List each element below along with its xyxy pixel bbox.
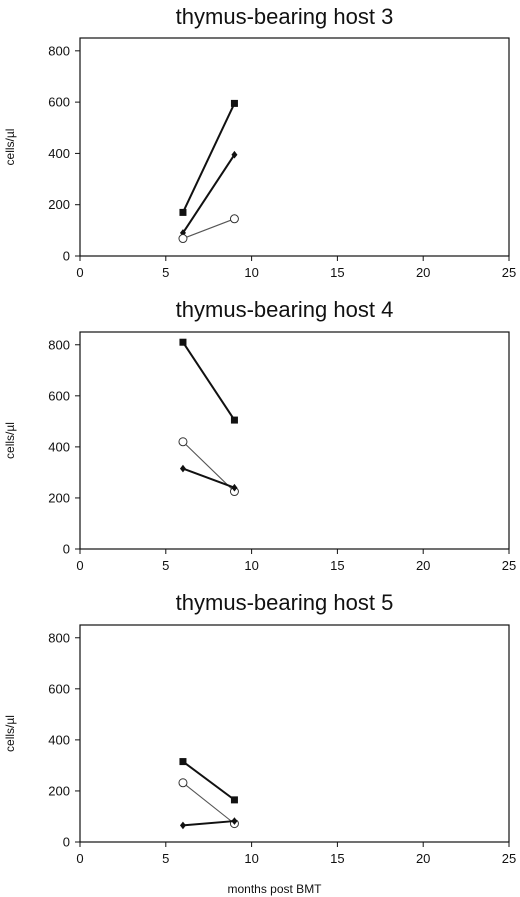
- x-tick-label: 10: [244, 558, 258, 573]
- x-tick-label: 20: [416, 558, 430, 573]
- y-tick-label: 0: [63, 249, 70, 264]
- y-tick-label: 800: [48, 337, 70, 352]
- chart-title: thymus-bearing host 4: [176, 297, 394, 322]
- series-line-square: [182, 760, 236, 801]
- x-tick-label: 0: [76, 558, 83, 573]
- series-line-open-circle: [182, 782, 235, 825]
- y-tick-label: 0: [63, 835, 70, 850]
- plot-frame: [79, 37, 510, 257]
- data-point-diamond: [179, 821, 186, 830]
- y-axis-label: cells/µl: [3, 129, 17, 166]
- data-point-diamond: [179, 464, 186, 473]
- y-tick-label: 400: [48, 146, 70, 161]
- series-line-open-circle: [182, 441, 235, 492]
- x-tick-label: 15: [330, 851, 344, 866]
- data-point-square: [230, 99, 238, 107]
- chart-panel-3: thymus-bearing host 3 0 200 400 600 800 0 5 10 15…: [3, 4, 516, 280]
- y-axis-label: cells/µl: [3, 715, 17, 752]
- data-point-square: [179, 338, 187, 346]
- y-tick-label: 400: [48, 732, 70, 747]
- x-tick-label: 0: [76, 851, 83, 866]
- y-axis-label: cells/µl: [3, 422, 17, 459]
- series-line-open-circle: [182, 218, 235, 240]
- data-point-diamond: [179, 229, 186, 237]
- data-point-open-circle: [229, 214, 239, 224]
- series-line-diamond: [182, 467, 235, 489]
- data-point-open-circle: [178, 437, 188, 447]
- series-line-diamond: [182, 820, 235, 827]
- y-tick-label: 400: [48, 439, 70, 454]
- data-point-diamond: [231, 817, 238, 825]
- x-tick-label: 25: [502, 851, 516, 866]
- y-tick-label: 800: [48, 630, 70, 645]
- x-axis-label: months post BMT: [227, 882, 322, 896]
- x-tick-label: 0: [76, 265, 83, 280]
- y-tick-label: 600: [48, 95, 70, 110]
- y-tick-label: 0: [63, 542, 70, 557]
- x-tick-label: 5: [162, 265, 169, 280]
- chart-title: thymus-bearing host 3: [176, 4, 394, 29]
- chart-title: thymus-bearing host 5: [176, 590, 394, 615]
- data-point-diamond: [231, 483, 238, 492]
- y-tick-label: 600: [48, 388, 70, 403]
- y-tick-label: 800: [48, 43, 70, 58]
- series-line-square: [182, 102, 236, 213]
- x-tick-label: 10: [244, 265, 258, 280]
- x-tick-label: 15: [330, 265, 344, 280]
- chart-panel-5: thymus-bearing host 5 0 200 400 600 800 0 5 10 15…: [3, 590, 516, 896]
- x-tick-label: 20: [416, 851, 430, 866]
- data-point-square: [179, 208, 187, 216]
- x-tick-label: 25: [502, 265, 516, 280]
- y-tick-label: 200: [48, 490, 70, 505]
- y-tick-label: 200: [48, 783, 70, 798]
- x-tick-label: 10: [244, 851, 258, 866]
- series-line-diamond: [182, 154, 236, 234]
- data-point-square: [179, 758, 187, 766]
- y-tick-label: 600: [48, 681, 70, 696]
- x-tick-label: 25: [502, 558, 516, 573]
- x-tick-label: 20: [416, 265, 430, 280]
- y-tick-label: 200: [48, 197, 70, 212]
- x-tick-label: 15: [330, 558, 344, 573]
- data-point-open-circle: [178, 778, 188, 788]
- x-tick-label: 5: [162, 558, 169, 573]
- series-line-square: [182, 341, 236, 421]
- data-point-diamond: [231, 150, 238, 159]
- data-point-square: [230, 796, 238, 804]
- data-point-open-circle: [178, 234, 188, 244]
- plot-frame: [79, 331, 510, 550]
- x-tick-label: 5: [162, 851, 169, 866]
- data-point-square: [230, 416, 238, 424]
- plot-frame: [79, 624, 510, 843]
- chart-panel-4: thymus-bearing host 4 0 200 400 600 800 0 5 10 15…: [3, 297, 516, 573]
